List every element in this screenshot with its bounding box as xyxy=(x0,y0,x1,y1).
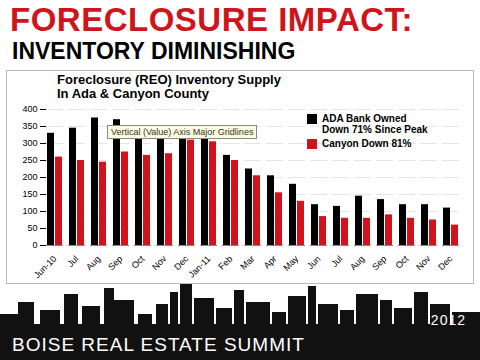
svg-text:250: 250 xyxy=(22,155,37,165)
svg-text:400: 400 xyxy=(22,104,37,114)
svg-text:0: 0 xyxy=(32,240,37,250)
svg-text:100: 100 xyxy=(22,206,37,216)
svg-text:Dec: Dec xyxy=(172,253,191,272)
svg-text:Jan-11: Jan-11 xyxy=(186,254,212,280)
svg-text:Feb: Feb xyxy=(216,254,234,272)
svg-text:Jul: Jul xyxy=(65,254,80,269)
svg-text:Jun-10: Jun-10 xyxy=(32,254,59,281)
svg-text:Aug: Aug xyxy=(348,254,366,272)
svg-text:150: 150 xyxy=(22,189,37,199)
svg-text:Mar: Mar xyxy=(238,254,256,272)
svg-text:200: 200 xyxy=(22,172,37,182)
html-text:Foreclosure (REO) Inventory Su: Foreclosure (REO) Inventory Supply In Ad… xyxy=(57,72,281,101)
svg-text:Nov: Nov xyxy=(414,253,433,272)
svg-text:May: May xyxy=(281,253,300,272)
html-text:FORECLOSURE IMPACT:: FORECLOSURE IMPACT: xyxy=(10,1,414,38)
svg-text:350: 350 xyxy=(22,121,37,131)
svg-text:Nov: Nov xyxy=(150,253,169,272)
svg-text:Jun: Jun xyxy=(305,254,322,271)
svg-text:300: 300 xyxy=(22,138,37,148)
svg-text:Aug: Aug xyxy=(84,254,102,272)
html-text:Canyon Down 81%: Canyon Down 81% xyxy=(322,138,412,149)
html-text:INVENTORY DIMINISHING: INVENTORY DIMINISHING xyxy=(12,38,296,64)
svg-text:Oct: Oct xyxy=(129,253,146,270)
svg-text:Dec: Dec xyxy=(436,253,455,272)
html-text:ADA Bank Owned Down 71% Since: ADA Bank Owned Down 71% Since Peak xyxy=(322,113,428,135)
html-text:Vertical (Value) Axis Major Gr: Vertical (Value) Axis Major Gridlines xyxy=(111,127,254,137)
html-text:BOISE REAL ESTATE SUMMIT: BOISE REAL ESTATE SUMMIT xyxy=(12,334,305,355)
svg-text:Jul: Jul xyxy=(329,254,344,269)
svg-text:Sep: Sep xyxy=(370,254,388,272)
svg-text:Oct: Oct xyxy=(393,253,410,270)
svg-text:Sep: Sep xyxy=(106,254,124,272)
html-text:2012: 2012 xyxy=(430,312,466,328)
svg-text:50: 50 xyxy=(27,223,37,233)
svg-text:Apr: Apr xyxy=(261,254,278,271)
